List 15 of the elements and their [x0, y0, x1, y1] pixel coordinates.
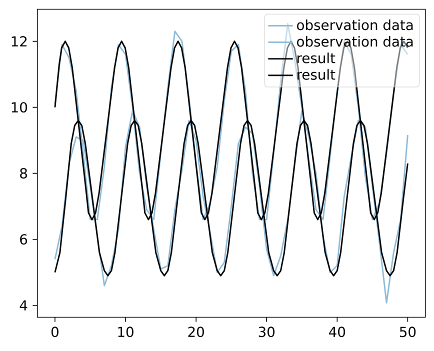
y-tick-label: 8	[20, 168, 27, 179]
x-tick-label: 30	[258, 326, 275, 338]
y-tick-label: 6	[20, 234, 28, 245]
x-tick-label: 0	[51, 326, 58, 338]
legend-label: result	[298, 69, 336, 80]
x-tick-label: 40	[329, 326, 346, 338]
x-tick-label: 20	[188, 326, 204, 338]
legend-label: result	[298, 52, 336, 64]
y-tick-label: 10	[12, 102, 28, 113]
y-tick-label: 12	[12, 36, 27, 46]
y-tick-label: 4	[20, 300, 28, 310]
x-tick-label: 50	[400, 326, 416, 338]
x-tick-label: 10	[118, 326, 134, 338]
legend-label: observation data	[297, 36, 413, 47]
legend-label: observation data	[297, 19, 413, 30]
